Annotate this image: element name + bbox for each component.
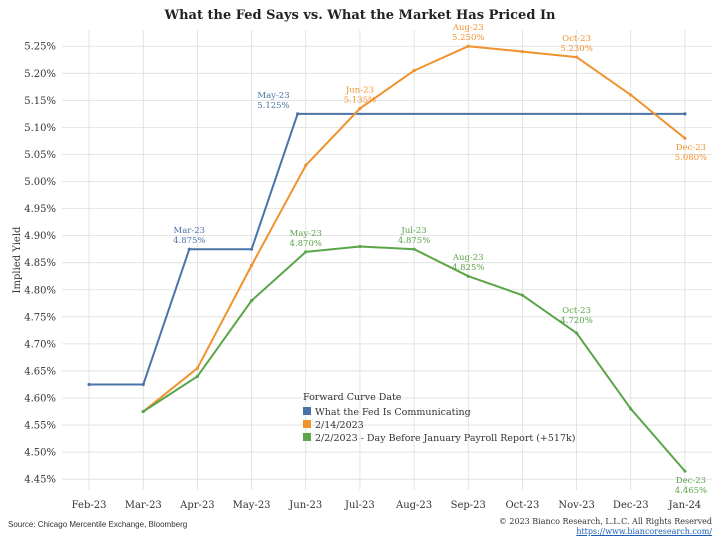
- data-label-value: 5.230%: [560, 44, 592, 54]
- legend-entry: What the Fed Is Communicating: [315, 407, 471, 418]
- data-label-value: 4.875%: [398, 236, 430, 246]
- data-point: [304, 164, 307, 167]
- data-label-date: May-23: [290, 229, 322, 239]
- x-tick-label: May-23: [233, 500, 271, 511]
- website-link[interactable]: https://www.biancoresearch.com/: [499, 527, 712, 537]
- data-point: [575, 331, 578, 334]
- y-tick-label: 4.55%: [24, 421, 56, 432]
- data-label-value: 5.135%: [344, 95, 376, 105]
- data-point: [521, 50, 524, 53]
- data-label-value: 5.125%: [257, 101, 289, 111]
- data-point: [575, 55, 578, 58]
- y-tick-label: 4.45%: [24, 475, 56, 486]
- y-tick-label: 4.60%: [24, 394, 56, 405]
- data-point: [87, 383, 90, 386]
- x-tick-label: Jul-23: [344, 500, 375, 511]
- data-label-value: 4.825%: [452, 263, 484, 273]
- data-point: [250, 299, 253, 302]
- data-point: [467, 275, 470, 278]
- x-tick-label: Jun-23: [288, 500, 322, 511]
- legend-entry: 2/14/2023: [315, 420, 364, 431]
- x-tick-label: Feb-23: [72, 500, 107, 511]
- data-label-value: 4.720%: [560, 316, 592, 326]
- x-tick-label: Apr-23: [179, 500, 215, 511]
- data-label-date: May-23: [257, 91, 289, 101]
- data-label-date: Aug-23: [452, 23, 484, 33]
- y-tick-label: 5.25%: [24, 42, 56, 53]
- y-tick-label: 5.20%: [24, 69, 56, 80]
- data-point: [188, 248, 191, 251]
- y-tick-label: 4.50%: [24, 448, 56, 459]
- legend-entry: 2/2/2023 - Day Before January Payroll Re…: [315, 433, 575, 444]
- data-label-date: Mar-23: [174, 226, 206, 236]
- y-tick-label: 5.05%: [24, 150, 56, 161]
- y-axis-label: Implied Yield: [12, 226, 23, 293]
- data-label-value: 5.080%: [675, 153, 707, 163]
- data-point: [196, 375, 199, 378]
- copyright-text: © 2023 Bianco Research, L.L.C. All Right…: [499, 517, 712, 527]
- data-point: [521, 294, 524, 297]
- x-tick-label: Dec-23: [613, 500, 649, 511]
- data-point: [250, 264, 253, 267]
- x-tick-label: Sep-23: [451, 500, 486, 511]
- legend-swatch: [303, 433, 311, 441]
- copyright-block: © 2023 Bianco Research, L.L.C. All Right…: [499, 517, 712, 537]
- data-point: [250, 248, 253, 251]
- data-point: [683, 469, 686, 472]
- data-point: [358, 107, 361, 110]
- data-point: [629, 93, 632, 96]
- data-label-date: Dec-23: [676, 143, 706, 153]
- data-point: [683, 112, 686, 115]
- y-tick-label: 4.90%: [24, 231, 56, 242]
- data-label-date: Aug-23: [452, 253, 484, 263]
- x-tick-label: Mar-23: [125, 500, 162, 511]
- y-tick-label: 5.15%: [24, 96, 56, 107]
- data-point: [142, 383, 145, 386]
- data-label-value: 4.875%: [173, 236, 205, 246]
- legend-swatch: [303, 420, 311, 428]
- data-point: [304, 250, 307, 253]
- y-tick-label: 4.80%: [24, 285, 56, 296]
- data-label-date: Oct-23: [562, 306, 591, 316]
- data-label-value: 4.870%: [290, 239, 322, 249]
- y-tick-label: 5.10%: [24, 123, 56, 134]
- y-tick-label: 4.70%: [24, 339, 56, 350]
- legend-title: Forward Curve Date: [303, 392, 402, 403]
- x-tick-label: Nov-23: [558, 500, 595, 511]
- y-tick-label: 5.00%: [24, 177, 56, 188]
- data-label-value: 5.250%: [452, 33, 484, 43]
- data-label-value: 4.465%: [675, 486, 707, 496]
- data-label-date: Jul-23: [400, 226, 426, 236]
- x-tick-label: Oct-23: [505, 500, 539, 511]
- data-label-date: Jun-23: [345, 85, 374, 95]
- data-point: [142, 410, 145, 413]
- data-point: [358, 245, 361, 248]
- y-tick-label: 4.95%: [24, 204, 56, 215]
- data-point: [196, 367, 199, 370]
- plot-area: [62, 30, 712, 490]
- data-point: [296, 112, 299, 115]
- data-label-date: Oct-23: [562, 34, 591, 44]
- y-tick-label: 4.85%: [24, 258, 56, 269]
- data-point: [629, 407, 632, 410]
- x-tick-label: Jan-24: [668, 500, 702, 511]
- y-tick-label: 4.75%: [24, 312, 56, 323]
- data-point: [683, 137, 686, 140]
- data-point: [412, 69, 415, 72]
- legend-swatch: [303, 407, 311, 415]
- y-tick-label: 4.65%: [24, 366, 56, 377]
- x-tick-label: Aug-23: [395, 500, 432, 511]
- data-point: [467, 45, 470, 48]
- data-point: [412, 248, 415, 251]
- data-label-date: Dec-23: [676, 476, 706, 486]
- source-note: Source: Chicago Mercentile Exchange, Blo…: [8, 520, 187, 529]
